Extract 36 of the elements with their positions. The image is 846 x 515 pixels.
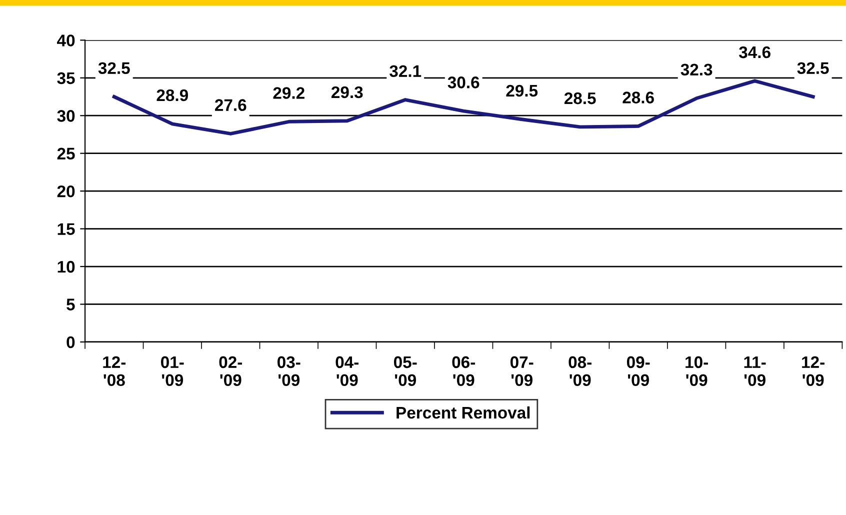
y-tick-label: 15 — [58, 223, 75, 235]
y-tick-label: 30 — [57, 110, 75, 122]
x-tick-label: 02- '09 — [219, 356, 242, 386]
y-tick-label: 0 — [66, 336, 75, 348]
data-label: 28.6 — [622, 92, 654, 104]
data-label: 28.9 — [156, 89, 188, 102]
x-tick-label: 06- '09 — [452, 356, 475, 386]
data-label: 34.6 — [738, 46, 770, 58]
x-tick-label: 12- '08 — [103, 356, 126, 386]
data-label: 32.3 — [680, 64, 712, 76]
y-tick-label: 5 — [66, 298, 75, 310]
y-tick-label: 25 — [57, 148, 75, 160]
y-tick-label: 10 — [58, 260, 75, 273]
x-tick-label: 05- '09 — [394, 356, 417, 386]
data-label: 30.6 — [448, 76, 480, 88]
data-label: 27.6 — [214, 99, 246, 111]
data-label: 32.5 — [98, 62, 130, 74]
data-label: 29.3 — [331, 86, 363, 98]
x-tick-label: 09- '09 — [626, 356, 650, 386]
y-tick-label: 40 — [57, 34, 75, 46]
x-tick-label: 03- '09 — [277, 356, 300, 386]
legend-label: Percent Removal — [396, 406, 530, 419]
x-tick-label: 11- '09 — [744, 356, 766, 386]
data-label: 32.1 — [390, 65, 422, 78]
x-tick-label: 12- '09 — [802, 356, 824, 386]
x-tick-label: 01- '09 — [161, 356, 184, 386]
x-tick-label: 07- '09 — [510, 356, 534, 386]
x-tick-label: 08- '09 — [568, 356, 592, 386]
x-tick-label: 04- '09 — [336, 356, 358, 386]
data-label: 29.5 — [506, 84, 538, 97]
data-label: 29.2 — [273, 87, 304, 99]
y-tick-label: 20 — [57, 185, 75, 198]
data-label: 28.5 — [564, 92, 596, 104]
y-tick-label: 35 — [57, 72, 75, 84]
data-label: 32.5 — [797, 62, 829, 74]
x-tick-label: 10- '09 — [686, 356, 708, 386]
